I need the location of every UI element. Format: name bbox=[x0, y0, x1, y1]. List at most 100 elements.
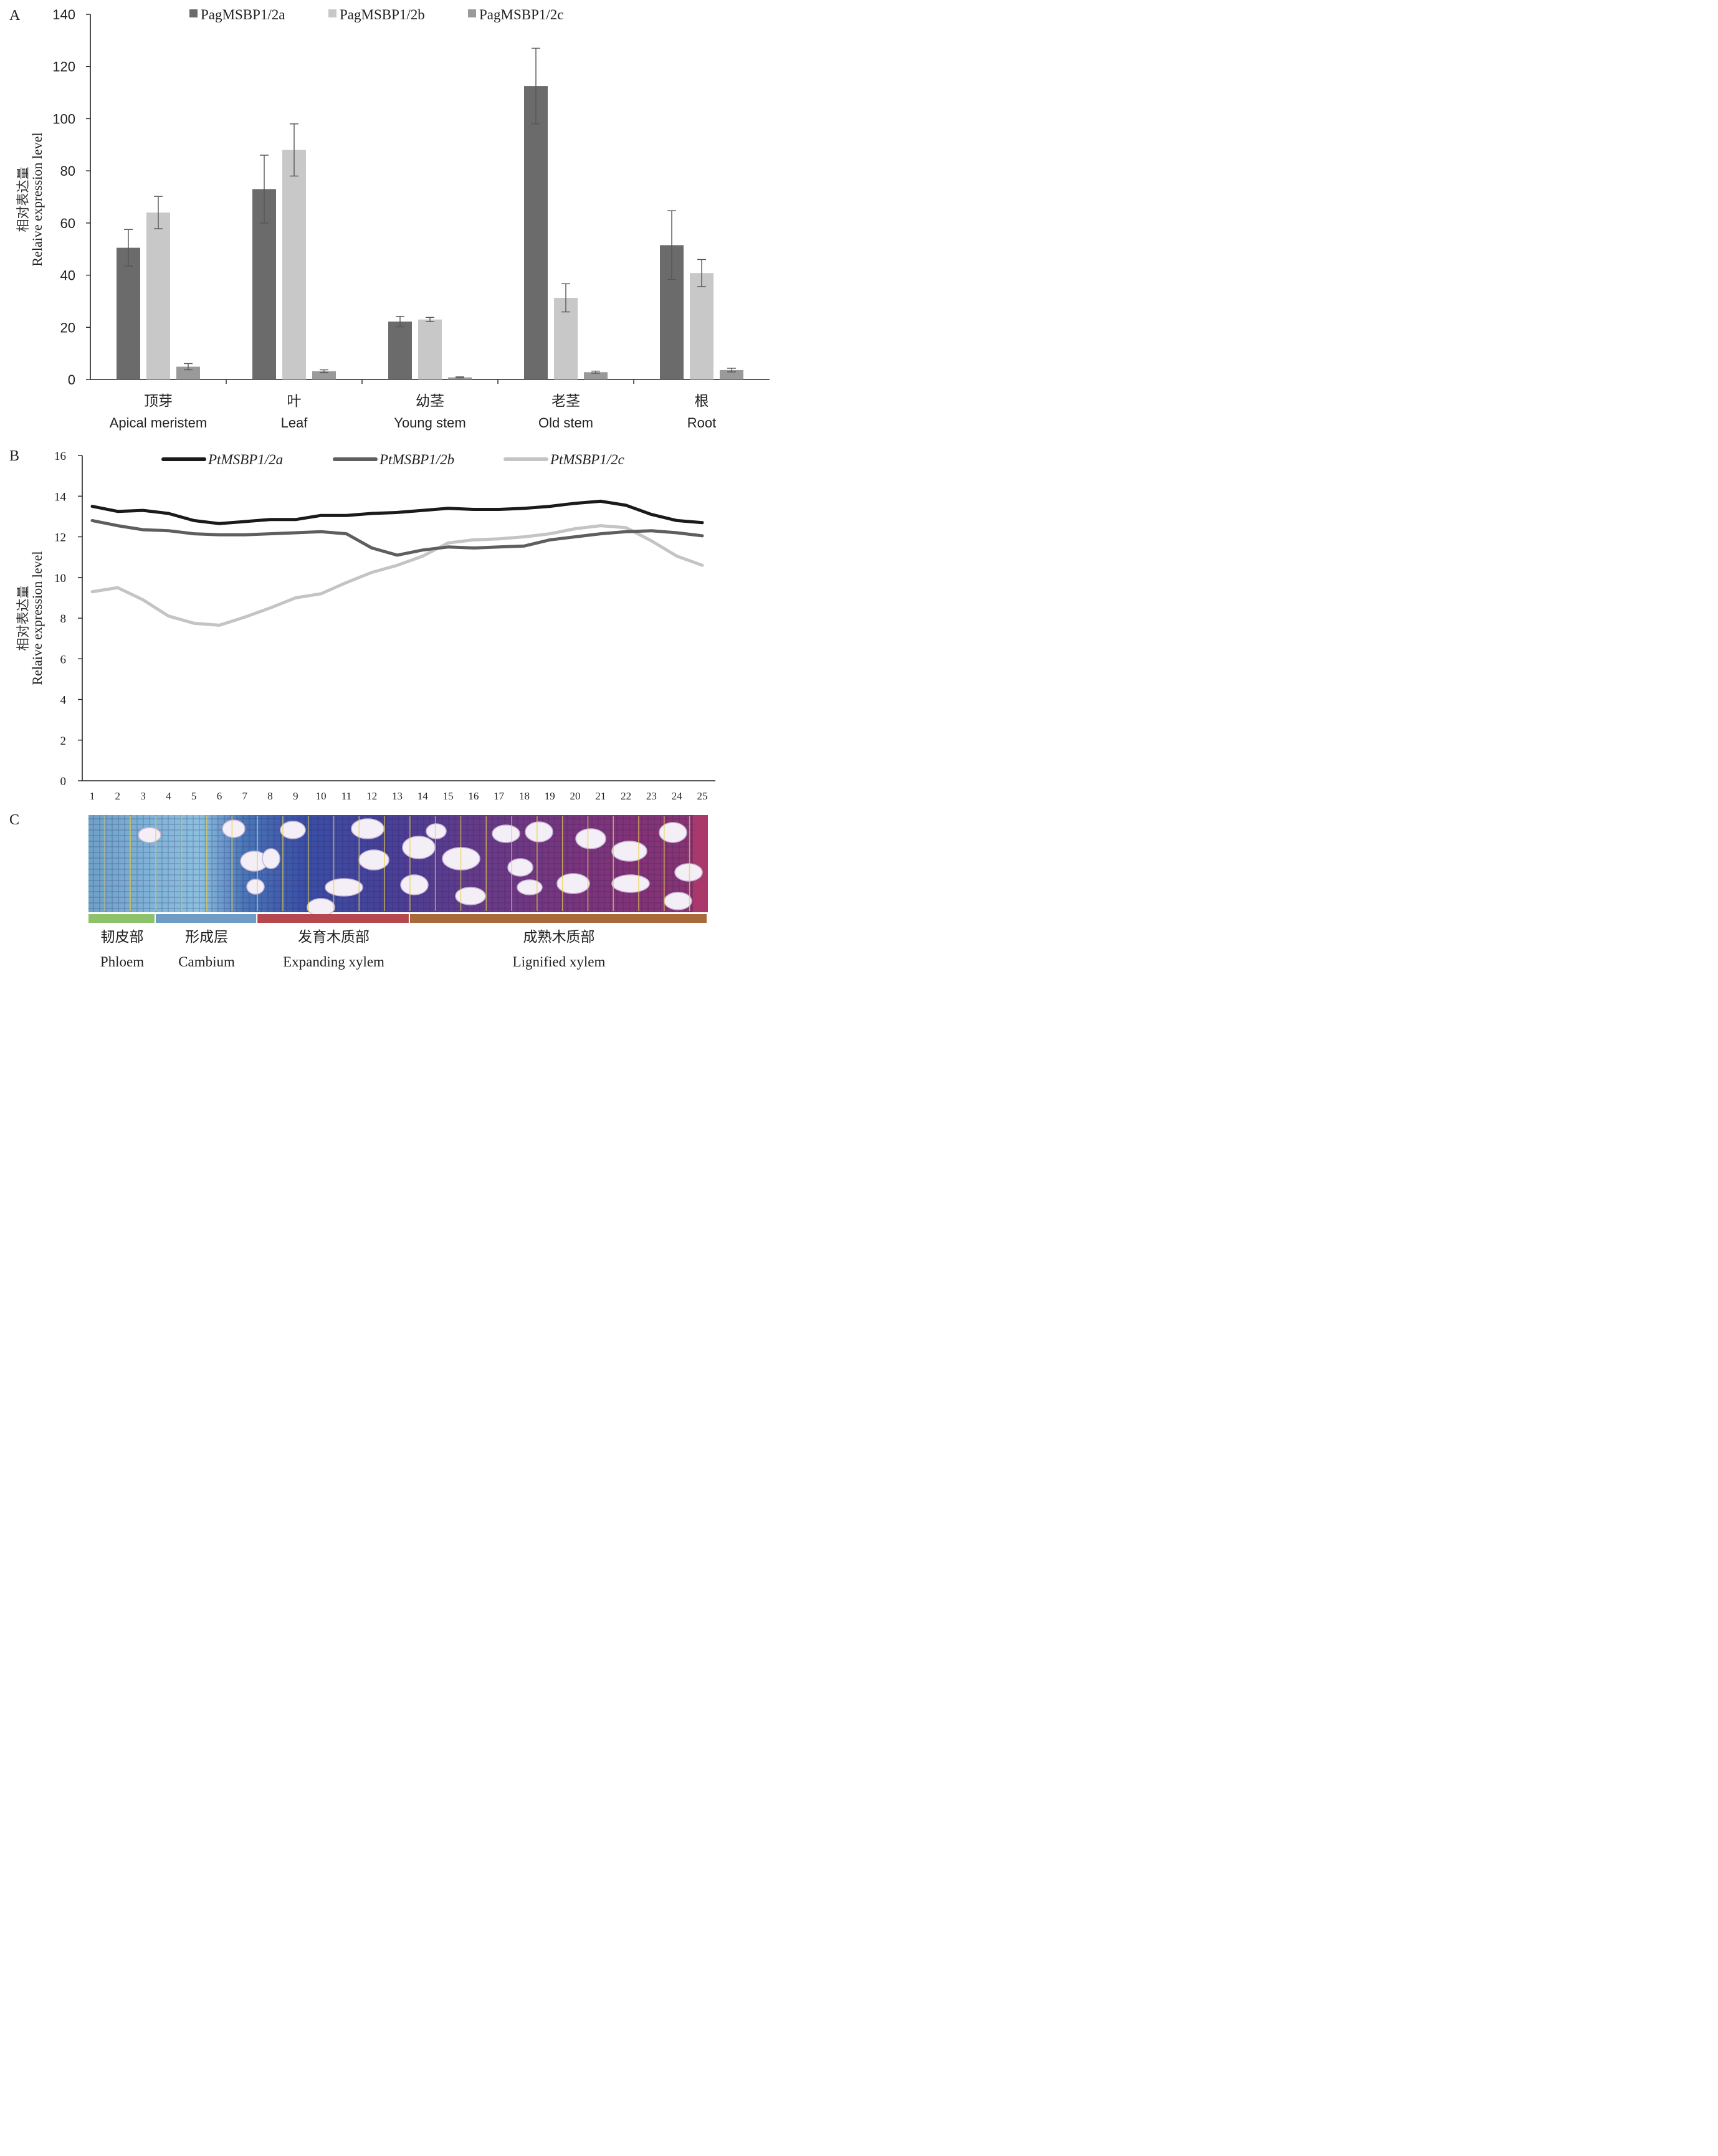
panel-a-bar bbox=[720, 370, 743, 379]
panel-a-ylabel-cn: 相对表达量 bbox=[16, 167, 31, 232]
panel-b-x-tick-label: 4 bbox=[166, 790, 171, 802]
panel-b-x-tick-label: 16 bbox=[468, 790, 479, 802]
panel-a-legend-swatch bbox=[189, 9, 198, 17]
panel-a-x-labels: 顶芽 Apical meristem 叶 Leaf 幼茎 Young stem 老茎 Old … bbox=[110, 393, 716, 431]
panel-b-y-tick-label: 10 bbox=[54, 572, 66, 585]
panel-b-legend-label: PtMSBP1/2a bbox=[208, 452, 283, 467]
panel-b-x-tick-label: 6 bbox=[217, 790, 222, 802]
panel-a-bar bbox=[146, 212, 170, 379]
panel-a-x-label-cn: 老茎 bbox=[551, 393, 580, 409]
panel-a-legend-swatch bbox=[328, 9, 336, 17]
panel-a-x-label-cn: 幼茎 bbox=[416, 393, 444, 409]
panel-b-series-line bbox=[90, 518, 704, 557]
panel-b-x-tick-label: 7 bbox=[242, 790, 248, 802]
panel-a-y-tick-label: 0 bbox=[68, 372, 75, 388]
tissue-zone-label-cn: 形成层 bbox=[185, 929, 228, 945]
panel-b-y-axis-label: 相对表达量 Relaive expression level bbox=[16, 551, 45, 685]
panel-b-x-tick-label: 3 bbox=[140, 790, 146, 802]
xylem-vessel bbox=[492, 824, 520, 843]
panel-a-y-tick-label: 20 bbox=[60, 320, 75, 335]
panel-b-x-tick-label: 5 bbox=[191, 790, 197, 802]
xylem-vessel bbox=[280, 821, 306, 839]
panel-a-y-tick-label: 80 bbox=[60, 163, 75, 179]
sample-dividers bbox=[104, 816, 690, 911]
panel-a-legend-label: PagMSBP1/2b bbox=[340, 7, 425, 22]
panel-b-line-chart: B PtMSBP1/2a PtMSBP1/2b PtMSBP1/2c 相对表达量 R… bbox=[9, 448, 715, 802]
panel-b-y-tick-label: 16 bbox=[54, 450, 66, 463]
panel-a-x-label-en: Root bbox=[687, 415, 716, 431]
panel-b-legend-label: PtMSBP1/2b bbox=[379, 452, 454, 467]
panel-b-x-tick-label: 1 bbox=[90, 790, 95, 802]
xylem-vessel bbox=[517, 879, 543, 895]
panel-b-series-line bbox=[90, 524, 704, 627]
panel-b-x-tick-label: 9 bbox=[293, 790, 298, 802]
panel-a-y-tick-label: 60 bbox=[60, 216, 75, 231]
panel-a-label: A bbox=[9, 7, 21, 24]
xylem-vessel bbox=[402, 836, 436, 859]
panel-b-x-tick-label: 20 bbox=[570, 790, 581, 802]
xylem-vessel bbox=[138, 827, 161, 843]
panel-a-x-label-en: Leaf bbox=[281, 415, 308, 431]
panel-b-x-tick-label: 25 bbox=[697, 790, 708, 802]
panel-a-bar bbox=[524, 86, 548, 379]
panel-a-bar bbox=[282, 150, 306, 379]
panel-a-bar bbox=[448, 377, 472, 379]
panel-a-y-tick-label: 120 bbox=[52, 59, 75, 75]
xylem-vessel bbox=[659, 822, 687, 843]
xylem-vessel bbox=[664, 892, 692, 910]
panel-a-legend: PagMSBP1/2a PagMSBP1/2b PagMSBP1/2c bbox=[189, 7, 563, 22]
panel-c-label: C bbox=[9, 812, 19, 828]
panel-b-x-tick-label: 10 bbox=[316, 790, 327, 802]
panel-b-ylabel-en: Relaive expression level bbox=[29, 551, 45, 685]
panel-a-bar bbox=[176, 366, 200, 379]
panel-b-y-tick-label: 0 bbox=[60, 775, 67, 788]
xylem-vessel bbox=[426, 823, 447, 839]
panel-a-x-label-en: Young stem bbox=[394, 415, 465, 431]
panel-a-axes: 0 20 40 60 80 100 120 140 bbox=[52, 7, 770, 388]
panel-b-y-tick-label: 8 bbox=[60, 613, 67, 626]
panel-b-lines bbox=[90, 499, 704, 627]
tissue-zone-label-en: Lignified xylem bbox=[513, 954, 606, 970]
xylem-vessel bbox=[575, 828, 606, 849]
panel-a-ylabel-en: Relaive expression level bbox=[29, 132, 45, 266]
tissue-zone-label-en: Phloem bbox=[100, 954, 144, 970]
panel-b-x-tick-label: 14 bbox=[418, 790, 429, 802]
panel-a-y-tick-label: 40 bbox=[60, 268, 75, 284]
tissue-zone-label-en: Cambium bbox=[178, 954, 235, 970]
panel-a-bar bbox=[388, 322, 412, 379]
panel-b-legend: PtMSBP1/2a PtMSBP1/2b PtMSBP1/2c bbox=[161, 452, 624, 467]
tissue-zones: 韧皮部 Phloem 形成层 Cambium 发育木质部 Expanding xylem 成… bbox=[88, 914, 707, 970]
panel-a-bar bbox=[117, 247, 140, 379]
panel-a-x-label-cn: 叶 bbox=[287, 393, 302, 409]
panel-b-x-tick-label: 2 bbox=[115, 790, 121, 802]
panel-b-x-tick-label: 23 bbox=[646, 790, 657, 802]
panel-b-y-tick-label: 14 bbox=[54, 490, 67, 503]
xylem-vessel bbox=[400, 874, 429, 895]
tissue-zone-label-cn: 成熟木质部 bbox=[523, 929, 594, 945]
panel-b-series-line bbox=[90, 499, 704, 525]
panel-b-ylabel-cn: 相对表达量 bbox=[16, 586, 31, 651]
panel-b-x-tick-label: 19 bbox=[545, 790, 555, 802]
panel-a-bar bbox=[690, 273, 713, 379]
panel-a-legend-label: PagMSBP1/2c bbox=[479, 7, 563, 22]
xylem-vessel bbox=[262, 848, 280, 869]
tissue-zone-label-cn: 韧皮部 bbox=[100, 929, 143, 945]
xylem-vessel bbox=[507, 858, 533, 877]
micrograph-image bbox=[88, 815, 708, 917]
xylem-vessel bbox=[674, 863, 703, 882]
figure: A PagMSBP1/2a PagMSBP1/2b PagMSBP1/2c 相对表达… bbox=[9, 7, 770, 970]
panel-a-x-label-cn: 根 bbox=[695, 393, 709, 409]
xylem-vessels bbox=[138, 818, 703, 917]
panel-b-x-tick-label: 18 bbox=[519, 790, 530, 802]
panel-b-x-tick-label: 21 bbox=[595, 790, 606, 802]
panel-b-x-tick-label: 22 bbox=[621, 790, 631, 802]
xylem-vessel bbox=[525, 821, 553, 842]
tissue-zone-bar bbox=[88, 914, 155, 923]
panel-a-y-tick-label: 140 bbox=[52, 7, 75, 22]
xylem-vessel bbox=[351, 818, 384, 839]
panel-a-x-label-en: Old stem bbox=[538, 415, 593, 431]
tissue-zone-bar bbox=[155, 914, 257, 923]
panel-b-x-tick-label: 12 bbox=[366, 790, 377, 802]
xylem-vessel bbox=[246, 879, 265, 895]
